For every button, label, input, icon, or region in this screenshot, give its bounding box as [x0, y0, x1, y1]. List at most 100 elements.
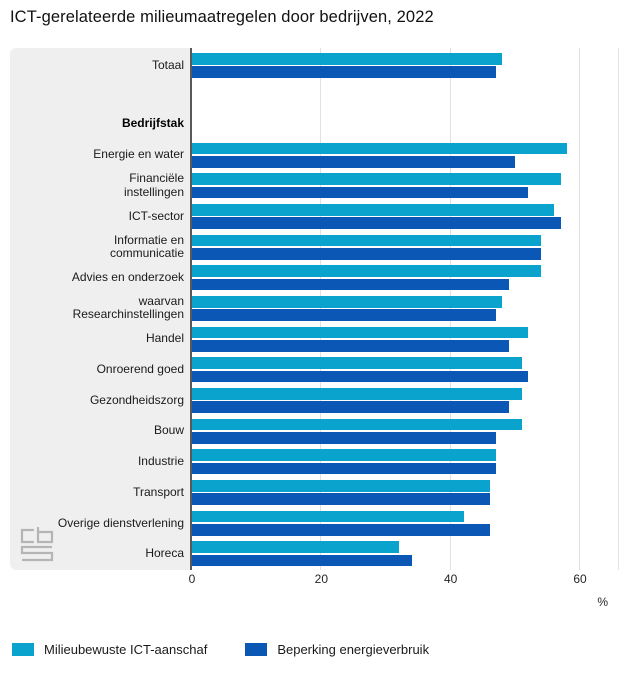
- legend: Milieubewuste ICT-aanschaf Beperking ene…: [12, 642, 429, 657]
- bar-pair: [192, 201, 618, 232]
- chart-row-totaal: Totaal: [10, 50, 618, 81]
- category-label: Industrie: [137, 454, 184, 469]
- bar-beperking-energieverbruik: [192, 339, 509, 352]
- x-axis-tick-labels: 0 20 40 60: [10, 572, 618, 588]
- bar-pair: [192, 477, 618, 508]
- chart-row-overige-dienstverlening: Overige dienstverlening: [10, 508, 618, 539]
- x-tick-40: 40: [443, 572, 458, 586]
- bar-milieubewuste-ict-aanschaf: [192, 295, 503, 308]
- bar-beperking-energieverbruik: [192, 462, 496, 475]
- bar-pair: [192, 416, 618, 447]
- chart-title: ICT-gerelateerde milieumaatregelen door …: [10, 8, 434, 26]
- bar-milieubewuste-ict-aanschaf: [192, 52, 503, 65]
- bar-pair: [192, 324, 618, 355]
- chart-rows: Totaal Bedrijfstak Energie en water Financi…: [10, 48, 618, 569]
- gridline-20: [320, 48, 322, 570]
- bar-pair: [192, 50, 618, 81]
- x-tick-20: 20: [314, 572, 329, 586]
- gridline-60: [579, 48, 580, 570]
- category-label: Financiële instellingen: [123, 171, 184, 199]
- bar-beperking-energieverbruik: [192, 524, 490, 536]
- bar-pair: [192, 355, 618, 386]
- bar-milieubewuste-ict-aanschaf: [192, 234, 542, 247]
- bar-beperking-energieverbruik: [192, 278, 509, 291]
- legend-label: Milieubewuste ICT-aanschaf: [44, 642, 208, 657]
- bar-milieubewuste-ict-aanschaf: [192, 510, 464, 523]
- chart-row-handel: Handel: [10, 324, 618, 355]
- legend-item-beperking-energieverbruik: Beperking energieverbruik: [245, 642, 429, 657]
- bar-pair: [192, 170, 618, 201]
- chart-row-waarvan-researchinstellingen: waarvan Researchinstellingen: [10, 293, 618, 324]
- legend-swatch-light-blue: [12, 643, 34, 656]
- bar-milieubewuste-ict-aanschaf: [192, 480, 490, 492]
- bar-milieubewuste-ict-aanschaf: [192, 142, 568, 155]
- category-label: Onroerend goed: [96, 362, 184, 377]
- chart-row-onroerend-goed: Onroerend goed: [10, 355, 618, 386]
- bar-beperking-energieverbruik: [192, 401, 509, 414]
- category-label: Bouw: [153, 423, 184, 438]
- chart-row-bouw: Bouw: [10, 416, 618, 447]
- chart-row-gezondheidszorg: Gezondheidszorg: [10, 385, 618, 416]
- chart-row-financi-le-instellingen: Financiële instellingen: [10, 170, 618, 201]
- bar-milieubewuste-ict-aanschaf: [192, 265, 542, 277]
- group-header-row: Bedrijfstak: [10, 109, 618, 140]
- legend-swatch-dark-blue: [245, 643, 268, 656]
- category-label: Advies en onderzoek: [71, 270, 184, 285]
- category-label: Totaal: [151, 57, 184, 72]
- bar-milieubewuste-ict-aanschaf: [192, 388, 522, 400]
- category-label: waarvan Researchinstellingen: [72, 293, 184, 322]
- row-spacer: [10, 81, 618, 109]
- group-header-label: Bedrijfstak: [121, 116, 184, 131]
- bar-beperking-energieverbruik: [192, 155, 516, 168]
- bar-beperking-energieverbruik: [192, 493, 490, 506]
- legend-item-milieubewuste-ict-aanschaf: Milieubewuste ICT-aanschaf: [12, 642, 207, 657]
- bar-pair: [192, 140, 618, 171]
- bar-milieubewuste-ict-aanschaf: [192, 418, 522, 431]
- bar-beperking-energieverbruik: [192, 309, 496, 321]
- chart-plot-area: Totaal Bedrijfstak Energie en water Financi…: [10, 48, 619, 570]
- category-label: Overige dienstverlening: [57, 515, 184, 530]
- bar-pair: [192, 508, 618, 539]
- x-tick-0: 0: [188, 572, 196, 586]
- category-label: ICT-sector: [128, 208, 184, 223]
- bar-pair: [192, 539, 618, 570]
- category-label: Informatie en communicatie: [109, 232, 184, 261]
- category-label: Gezondheidszorg: [89, 392, 184, 407]
- legend-label: Beperking energieverbruik: [277, 642, 430, 657]
- bar-milieubewuste-ict-aanschaf: [192, 449, 496, 462]
- bar-pair: [192, 447, 618, 478]
- bar-pair: [192, 232, 618, 263]
- bar-pair: [192, 385, 618, 416]
- category-label: Transport: [133, 484, 184, 499]
- bar-milieubewuste-ict-aanschaf: [192, 357, 522, 370]
- bar-beperking-energieverbruik: [192, 217, 561, 229]
- bar-beperking-energieverbruik: [192, 247, 542, 260]
- bar-beperking-energieverbruik: [192, 554, 412, 567]
- chart-row-horeca: Horeca: [10, 539, 618, 570]
- bar-pair: [192, 293, 618, 324]
- gridline-40: [449, 48, 451, 570]
- bar-milieubewuste-ict-aanschaf: [192, 173, 561, 185]
- bar-milieubewuste-ict-aanschaf: [192, 541, 399, 554]
- chart-row-advies-en-onderzoek: Advies en onderzoek: [10, 262, 618, 293]
- chart-row-transport: Transport: [10, 477, 618, 508]
- category-label: Energie en water: [93, 147, 184, 162]
- zero-axis-line: [190, 48, 192, 570]
- chart-row-informatie-en-communicatie: Informatie en communicatie: [10, 232, 618, 263]
- bar-milieubewuste-ict-aanschaf: [192, 203, 555, 216]
- bar-beperking-energieverbruik: [192, 66, 496, 78]
- chart-row-energie-en-water: Energie en water: [10, 140, 618, 171]
- x-axis-unit: %: [597, 595, 608, 609]
- bar-pair: [192, 262, 618, 293]
- category-label: Handel: [145, 331, 184, 346]
- chart-row-industrie: Industrie: [10, 447, 618, 478]
- bar-beperking-energieverbruik: [192, 432, 496, 444]
- category-label-panel: [10, 48, 192, 570]
- chart-row-ict-sector: ICT-sector: [10, 201, 618, 232]
- x-tick-60: 60: [573, 572, 587, 586]
- cbs-logo-icon: [20, 527, 54, 562]
- bar-milieubewuste-ict-aanschaf: [192, 326, 529, 339]
- bar-beperking-energieverbruik: [192, 370, 529, 383]
- bar-beperking-energieverbruik: [192, 186, 529, 199]
